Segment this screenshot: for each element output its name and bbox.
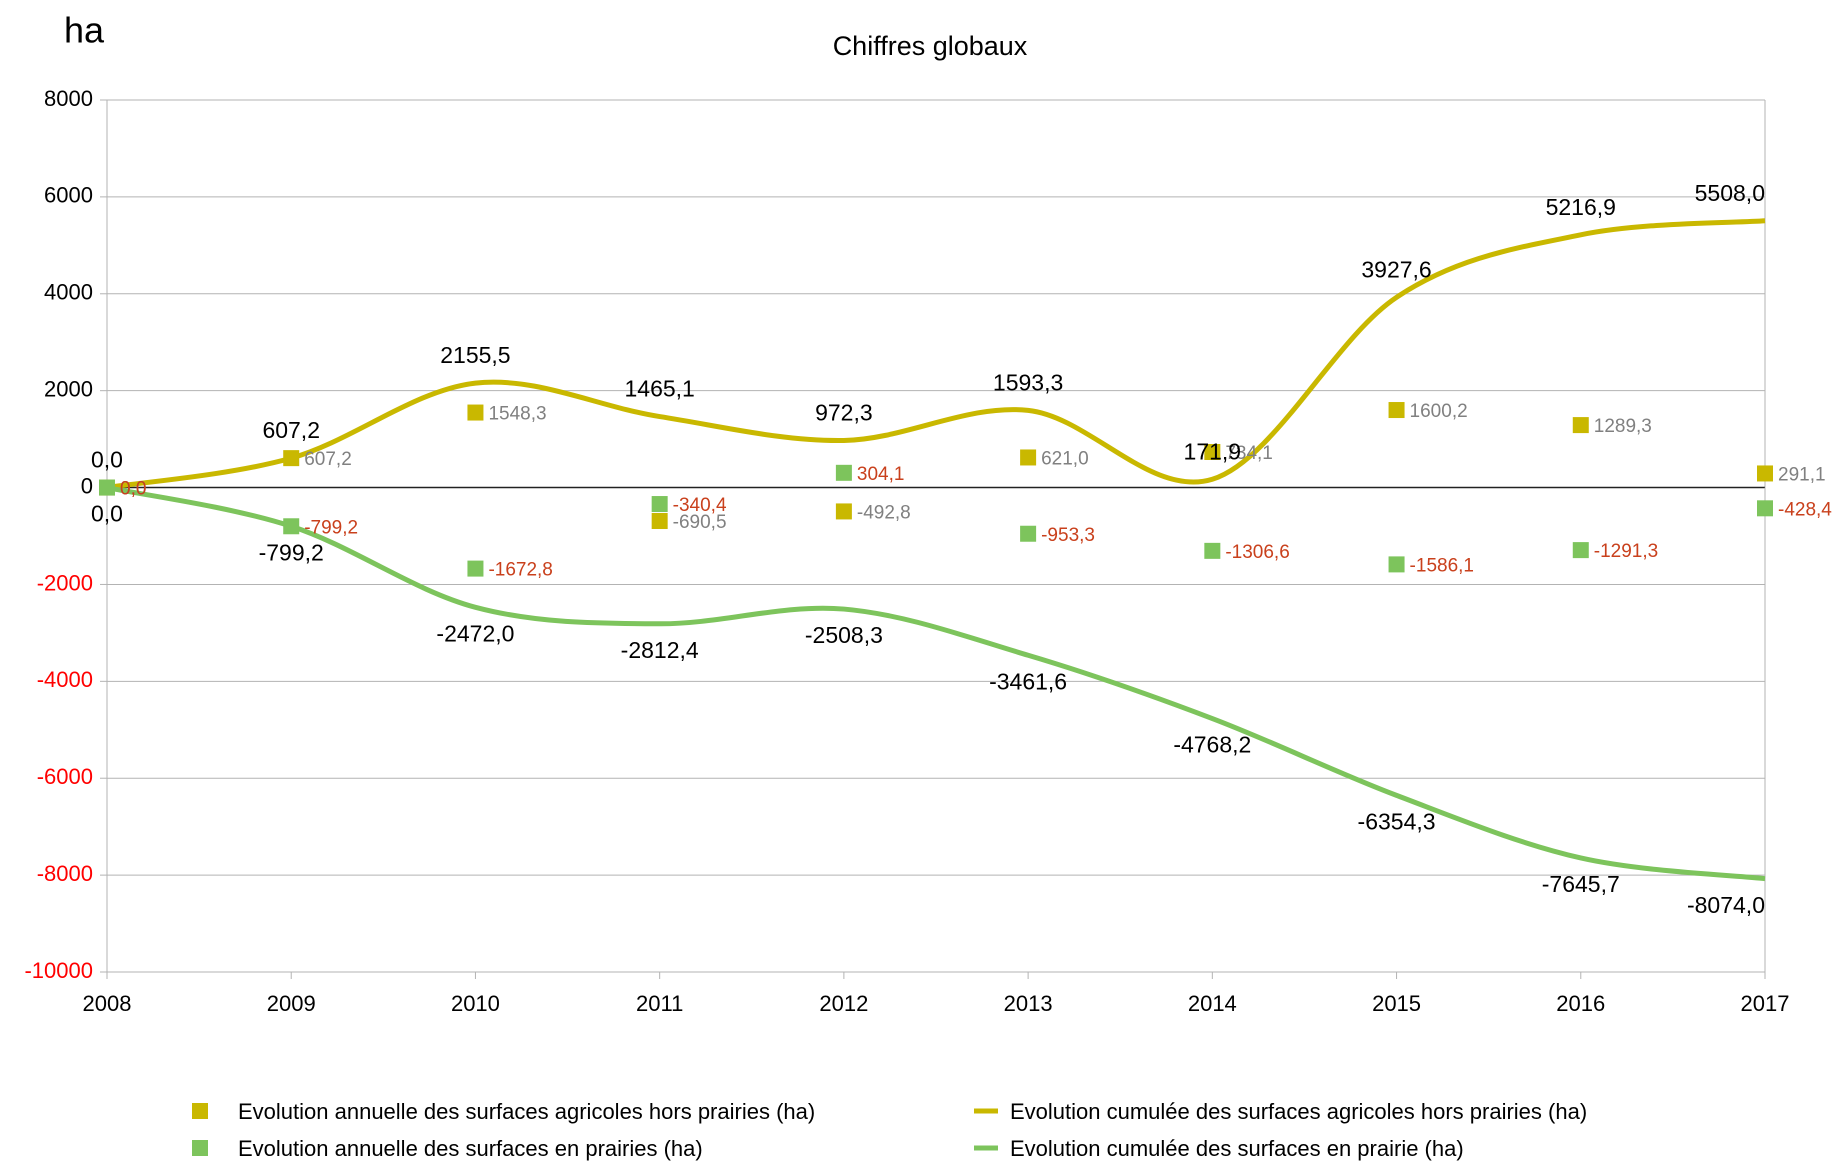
data-label: 171,9 [1184,438,1242,464]
x-tick-label: 2015 [1372,991,1421,1016]
data-label: 734,1 [1225,443,1273,464]
data-label: 0,0 [120,479,146,500]
data-label: -690,5 [673,512,727,533]
marker [1388,402,1405,419]
data-label: -1306,6 [1225,542,1289,563]
data-label: 5508,0 [1695,180,1765,206]
y-tick-label: -6000 [37,764,93,789]
marker [1204,443,1221,460]
x-tick-label: 2013 [1004,991,1053,1016]
data-label: -953,3 [1041,525,1095,546]
data-label: -428,4 [1778,499,1832,520]
marker [467,404,484,421]
marker [651,513,668,530]
x-tick-label: 2009 [267,991,316,1016]
data-label: -8074,0 [1687,892,1765,918]
data-label: 0,0 [120,479,146,500]
y-tick-label: -10000 [24,958,93,983]
marker [1020,449,1037,466]
data-label: 1600,2 [1410,401,1468,422]
data-label: -6354,3 [1358,808,1436,834]
data-label: -2508,3 [805,622,883,648]
data-label: 291,1 [1778,464,1826,485]
legend-label: Evolution cumulée des surfaces agricoles… [1010,1099,1587,1124]
data-label: 621,0 [1041,448,1089,469]
x-tick-label: 2017 [1741,991,1790,1016]
data-label: -1672,8 [488,560,552,581]
marker [1388,556,1405,573]
data-label: -2472,0 [436,620,514,646]
data-label: 607,2 [262,417,320,443]
x-tick-label: 2011 [636,991,683,1016]
data-label: 972,3 [815,400,873,426]
data-label: -1586,1 [1410,555,1474,576]
data-label: 1593,3 [993,369,1063,395]
chart-title: Chiffres globaux [833,31,1028,61]
data-label: 1548,3 [488,404,546,425]
marker [1572,542,1589,559]
data-label: -492,8 [857,502,911,523]
data-label: 1465,1 [624,376,694,402]
marker [467,560,484,577]
data-label: 3927,6 [1361,256,1431,282]
marker [1020,525,1037,542]
legend-label: Evolution annuelle des surfaces agricole… [238,1099,815,1124]
data-label: 0,0 [91,447,123,473]
data-label: 2155,5 [440,342,510,368]
x-tick-label: 2010 [451,991,500,1016]
data-label: -3461,6 [989,668,1067,694]
x-tick-label: 2016 [1556,991,1605,1016]
data-label: 304,1 [857,464,905,485]
data-label: -1291,3 [1594,541,1658,562]
data-label: 0,0 [91,501,123,527]
y-tick-label: -4000 [37,667,93,692]
legend-label: Evolution cumulée des surfaces en prairi… [1010,1136,1464,1161]
legend-marker [192,1103,208,1119]
y-tick-label: 6000 [44,183,93,208]
data-label: 607,2 [304,449,352,470]
marker [1757,465,1773,482]
data-label: -340,4 [673,495,727,516]
x-tick-label: 2014 [1188,991,1237,1016]
data-label: -799,2 [304,517,358,538]
legend-label: Evolution annuelle des surfaces en prair… [238,1136,703,1161]
marker [283,450,300,467]
marker [99,479,115,496]
x-tick-label: 2008 [83,991,132,1016]
data-label: 5216,9 [1546,194,1616,220]
y-tick-label: 0 [81,473,93,498]
y-tick-label: 8000 [44,86,93,111]
data-label: -2812,4 [621,637,699,663]
data-label: -7645,7 [1542,871,1620,897]
data-label: -4768,2 [1173,732,1251,758]
y-tick-label: 2000 [44,376,93,401]
x-tick-label: 2012 [819,991,868,1016]
legend-marker [192,1140,208,1156]
series-line [106,218,1766,491]
marker [651,496,668,513]
data-label: -799,2 [259,539,324,565]
marker [1204,542,1221,559]
marker [1757,500,1773,517]
y-tick-label: -8000 [37,861,93,886]
marker [1572,417,1589,434]
marker [283,518,300,535]
marker [835,464,852,481]
y-axis-label: ha [64,10,105,51]
marker [835,503,852,520]
y-tick-label: -2000 [37,570,93,595]
series-line [106,485,1766,882]
data-label: 1289,3 [1594,416,1652,437]
y-tick-label: 4000 [44,280,93,305]
